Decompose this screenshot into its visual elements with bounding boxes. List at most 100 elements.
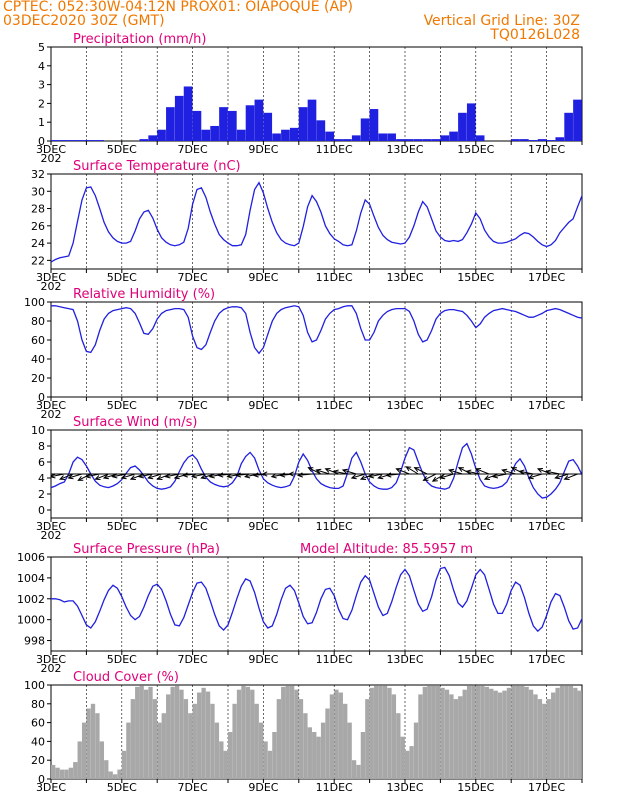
bar [166, 694, 171, 779]
y-tick-label: 4 [38, 60, 45, 73]
wind-arrow [333, 470, 348, 475]
y-tick-label: 60 [31, 334, 45, 347]
y-tick-label: 10 [31, 424, 45, 437]
wind-arrow-head [156, 475, 163, 480]
wind-arrow-head [235, 472, 242, 478]
bar [604, 687, 608, 779]
bar [600, 117, 609, 141]
bar [471, 685, 476, 779]
bar [378, 685, 383, 779]
wind-arrow-head [244, 473, 251, 479]
bar [537, 139, 547, 141]
bar [307, 99, 317, 141]
bar [564, 685, 569, 779]
wind-arrow [448, 469, 463, 475]
bar [582, 71, 591, 141]
x-tick-label: 9DEC [248, 271, 278, 284]
bar [528, 140, 538, 141]
x-tick-label: 15DEC [457, 271, 494, 284]
x-tick-label: 13DEC [386, 143, 423, 156]
bar [343, 139, 352, 141]
x-tick-label: 9DEC [248, 653, 278, 666]
y-tick-label: 0 [38, 773, 45, 786]
x-tick-label: 11DEC [316, 271, 353, 284]
bar [263, 741, 268, 779]
wind-arrow-head [59, 475, 66, 480]
bar [533, 694, 538, 779]
panel-title: Cloud Cover (%) [73, 670, 179, 685]
wind-arrow-head [457, 467, 464, 473]
wind-arrow-head [518, 469, 525, 475]
bar [95, 713, 100, 779]
bar [316, 120, 326, 141]
bar [254, 703, 259, 779]
bar [600, 686, 604, 779]
bar [413, 722, 419, 779]
bar [591, 83, 600, 141]
bar [245, 105, 255, 141]
wind-arrow-head [536, 468, 544, 473]
x-tick-label: 11DEC [316, 520, 353, 533]
header-location: CPTEC: 052:30W-04:12N PROX01: OIAPOQUE (… [3, 0, 353, 15]
wind-arrow-head [270, 473, 277, 479]
x-tick-label: 5DEC [107, 781, 137, 794]
bar [201, 129, 211, 141]
wind-arrow-head [544, 469, 552, 475]
bar [86, 708, 91, 779]
x-tick-label: 5DEC [107, 653, 137, 666]
wind-arrow [308, 467, 322, 475]
wind-arrow [209, 473, 224, 478]
bar [210, 703, 215, 779]
panel-title: Surface Pressure (hPa) [73, 542, 220, 557]
wind-arrow-head [510, 467, 518, 473]
x-tick-label: 11DEC [316, 653, 353, 666]
bar [431, 685, 436, 779]
bar [418, 694, 423, 779]
x-tick-label: 17DEC [528, 653, 565, 666]
series-line [51, 305, 582, 355]
bar [356, 764, 361, 779]
y-tick-label: 0 [38, 135, 45, 148]
wind-arrow-head [554, 474, 561, 480]
y-tick-label: 24 [31, 237, 45, 250]
wind-arrow-head [51, 473, 56, 479]
y-tick-label: 6 [38, 456, 45, 469]
bar [148, 686, 153, 779]
y-tick-label: 32 [31, 168, 45, 181]
wind-arrow [192, 473, 206, 478]
bar [126, 722, 131, 779]
bar [108, 771, 113, 779]
wind-arrow-head [288, 471, 294, 477]
bar [51, 140, 60, 141]
bar [369, 687, 374, 779]
x-tick-label: 11DEC [316, 399, 353, 412]
wind-arrow-head [120, 474, 127, 480]
bar [546, 699, 551, 779]
wind-arrow-head [252, 472, 259, 478]
plot-frame [50, 556, 583, 652]
bar [435, 685, 441, 779]
x-tick-label: 13DEC [386, 520, 423, 533]
wind-arrow-head [261, 471, 268, 477]
bar [228, 110, 237, 141]
wind-arrow [475, 468, 490, 475]
x-year-label: 202 [41, 280, 62, 293]
y-tick-label: 1006 [17, 551, 45, 564]
wind-arrow-head [341, 468, 348, 474]
bar [294, 689, 299, 779]
bar [73, 762, 78, 779]
wind-arrow-head [102, 474, 109, 480]
bar [55, 767, 60, 779]
x-year-label: 202 [41, 662, 62, 675]
y-tick-label: 0 [38, 504, 45, 517]
panel-annotation: Model Altitude: 85.5957 m [300, 542, 473, 557]
wind-arrow-head [94, 475, 101, 480]
wind-arrow-head [422, 475, 429, 481]
x-year-label: 202 [41, 408, 62, 421]
x-tick-label: 13DEC [386, 399, 423, 412]
panel-title: Relative Humidity (%) [73, 287, 215, 302]
wind-arrow-head [226, 473, 233, 479]
bar [374, 685, 379, 779]
bar [444, 689, 450, 779]
bar [166, 107, 175, 141]
